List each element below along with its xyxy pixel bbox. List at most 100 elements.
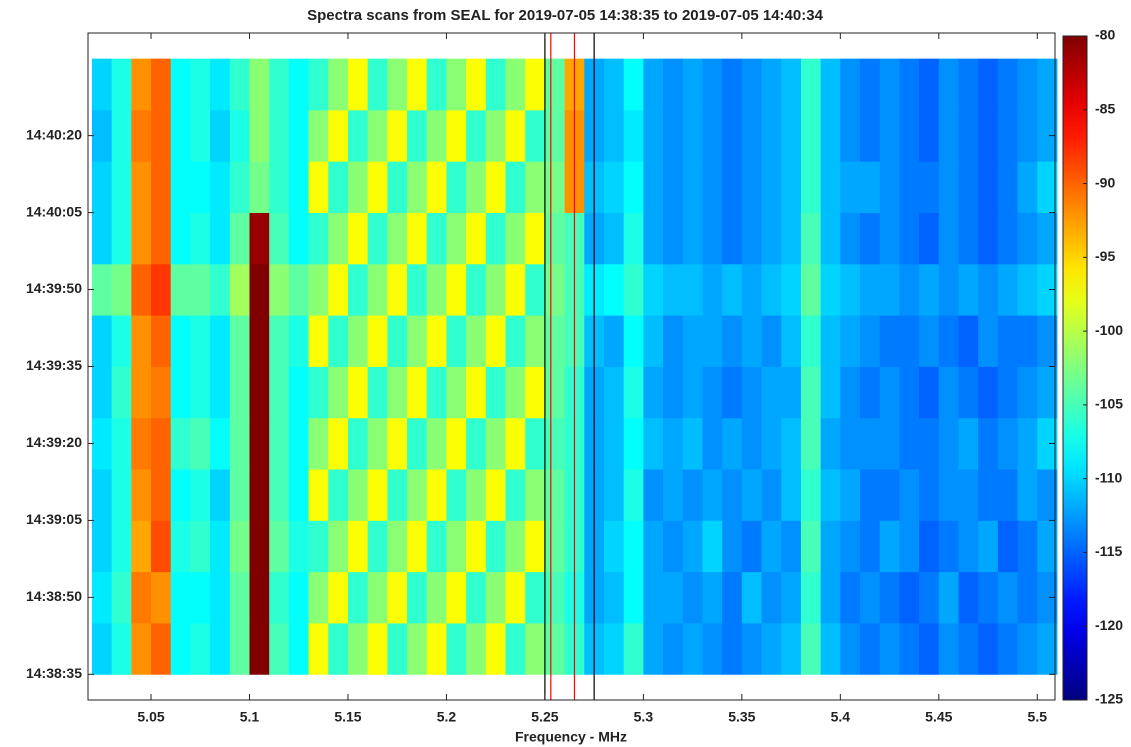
x-tick-label: 5.2 bbox=[437, 709, 457, 725]
heat-cell bbox=[899, 315, 920, 367]
heat-cell bbox=[1017, 161, 1038, 213]
heat-cell bbox=[781, 366, 802, 419]
heat-cell bbox=[978, 263, 999, 316]
heat-cell bbox=[505, 571, 526, 624]
heat-cell bbox=[466, 161, 487, 213]
heat-cell bbox=[328, 109, 349, 162]
heat-cell bbox=[544, 212, 566, 265]
heat-cell bbox=[190, 263, 211, 316]
heat-cell bbox=[170, 212, 191, 265]
heat-cell bbox=[210, 469, 231, 521]
heat-cell bbox=[111, 315, 132, 367]
heat-cell bbox=[151, 366, 172, 419]
heat-cell bbox=[466, 212, 487, 265]
heat-cell bbox=[938, 571, 959, 624]
colorbar-tick-label: -120 bbox=[1095, 617, 1123, 633]
heat-cell bbox=[938, 109, 959, 162]
heat-cell bbox=[328, 212, 349, 265]
colorbar-tick-label: -80 bbox=[1095, 27, 1115, 43]
heat-cell bbox=[505, 520, 526, 573]
heat-cell bbox=[997, 58, 1018, 111]
heat-cell bbox=[722, 623, 743, 675]
heat-cell bbox=[623, 212, 644, 265]
heat-cell bbox=[958, 212, 979, 265]
heat-cell bbox=[170, 315, 191, 367]
heat-cell bbox=[919, 571, 940, 624]
heat-cell bbox=[643, 315, 664, 367]
heat-cell bbox=[702, 315, 723, 367]
heat-cell bbox=[426, 623, 447, 675]
heat-cell bbox=[151, 212, 172, 265]
heat-cell bbox=[269, 212, 290, 265]
heat-cell bbox=[603, 520, 625, 573]
heat-cell bbox=[919, 623, 940, 675]
heat-cell bbox=[1017, 623, 1038, 675]
heat-cell bbox=[800, 623, 822, 675]
heat-cell bbox=[860, 315, 881, 367]
heat-cell bbox=[899, 263, 920, 316]
heat-cell bbox=[800, 571, 822, 624]
heat-cell bbox=[170, 469, 191, 521]
heat-cell bbox=[288, 58, 309, 111]
heat-cell bbox=[761, 623, 782, 675]
heat-cell bbox=[1037, 571, 1058, 624]
heat-cell bbox=[111, 469, 132, 521]
heat-cell bbox=[899, 417, 920, 470]
heat-cell bbox=[288, 263, 309, 316]
heat-cell bbox=[879, 315, 900, 367]
heat-cell bbox=[978, 366, 999, 419]
heat-cell bbox=[623, 469, 644, 521]
heat-cell bbox=[682, 109, 703, 162]
heat-cell bbox=[367, 366, 388, 419]
heat-cell bbox=[347, 571, 369, 624]
heat-cell bbox=[919, 58, 940, 111]
heat-cell bbox=[347, 366, 369, 419]
heat-cell bbox=[1017, 263, 1038, 316]
heat-cell bbox=[505, 623, 526, 675]
heat-cell bbox=[525, 366, 546, 419]
heat-cell bbox=[426, 520, 447, 573]
heat-cell bbox=[91, 417, 113, 470]
heat-cell bbox=[525, 417, 546, 470]
heat-cell bbox=[722, 109, 743, 162]
heat-cell bbox=[111, 263, 132, 316]
heat-cell bbox=[387, 161, 408, 213]
x-tick-label: 5.5 bbox=[1028, 709, 1048, 725]
heat-cell bbox=[387, 212, 408, 265]
heat-cell bbox=[820, 161, 841, 213]
heat-cell bbox=[446, 469, 467, 521]
heat-cell bbox=[860, 109, 881, 162]
heat-cell bbox=[288, 469, 309, 521]
heat-cell bbox=[347, 58, 369, 111]
heat-cell bbox=[761, 161, 782, 213]
heat-cell bbox=[525, 109, 546, 162]
heat-cell bbox=[466, 109, 487, 162]
heat-cell bbox=[367, 263, 388, 316]
heat-cell bbox=[761, 212, 782, 265]
heat-cell bbox=[860, 417, 881, 470]
heat-cell bbox=[347, 109, 369, 162]
heat-cell bbox=[485, 212, 506, 265]
heat-cell bbox=[91, 315, 113, 367]
heat-cell bbox=[702, 161, 723, 213]
heat-cell bbox=[387, 417, 408, 470]
heat-cell bbox=[269, 263, 290, 316]
heat-cell bbox=[249, 623, 270, 675]
colorbar-tick-label: -95 bbox=[1095, 248, 1115, 264]
heat-cell bbox=[860, 366, 881, 419]
heat-cell bbox=[682, 571, 703, 624]
heat-cell bbox=[131, 109, 152, 162]
heat-cell bbox=[190, 571, 211, 624]
heat-cell bbox=[860, 469, 881, 521]
heat-cell bbox=[131, 263, 152, 316]
heat-cell bbox=[151, 263, 172, 316]
heat-cell bbox=[820, 58, 841, 111]
heat-cell bbox=[1037, 263, 1058, 316]
heat-cell bbox=[505, 417, 526, 470]
heat-cell bbox=[702, 212, 723, 265]
heat-cell bbox=[978, 212, 999, 265]
heat-cell bbox=[702, 366, 723, 419]
heat-cell bbox=[249, 571, 270, 624]
heat-cell bbox=[919, 469, 940, 521]
heat-cell bbox=[151, 58, 172, 111]
